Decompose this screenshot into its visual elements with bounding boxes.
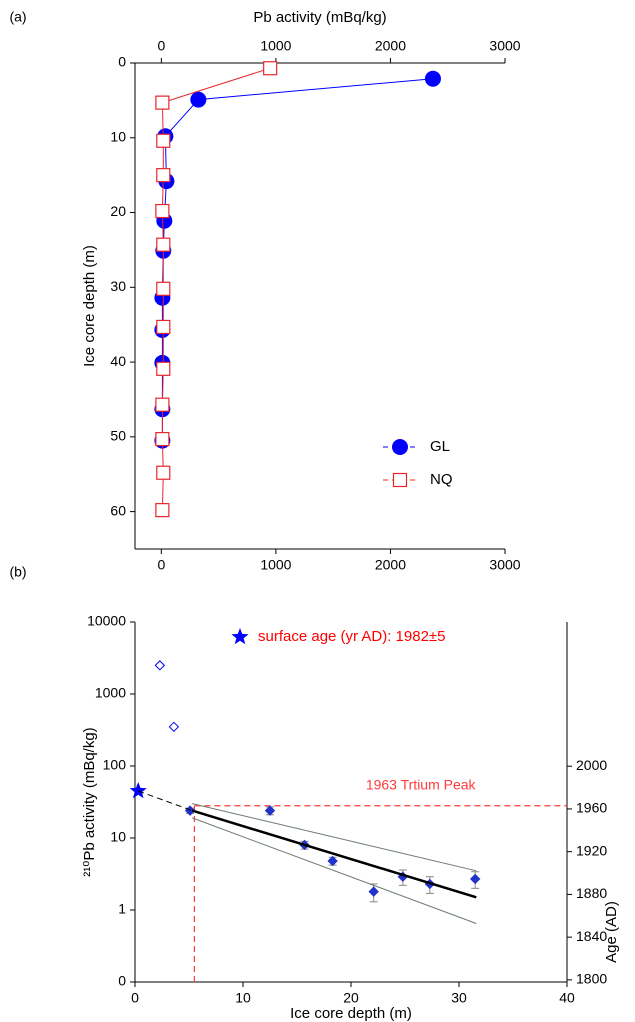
marker — [156, 465, 171, 480]
x-axis-title: Ice core depth (m) — [290, 1005, 412, 1022]
marker — [424, 70, 441, 87]
y-tick-label: 20 — [110, 203, 126, 219]
marker — [392, 472, 408, 488]
legend-label: surface age (yr AD): 1982±5 — [258, 628, 446, 645]
marker — [155, 431, 170, 447]
x-tick-label: 3000 — [489, 557, 520, 573]
marker — [155, 397, 170, 412]
x-tick-label: 40 — [559, 990, 575, 1006]
marker — [156, 281, 171, 296]
legend-label: GL — [430, 438, 450, 455]
marker — [129, 782, 147, 799]
x-tick-label-top: 0 — [157, 38, 165, 54]
y-tick-label: 100 — [103, 757, 127, 773]
series-line — [192, 803, 477, 872]
marker — [469, 873, 481, 885]
marker — [263, 61, 278, 76]
y-tick-label: 30 — [110, 278, 126, 294]
marker — [155, 203, 170, 219]
marker — [154, 660, 166, 671]
marker — [231, 628, 249, 645]
y-tick-label: 0 — [118, 973, 126, 989]
y2-tick-label: 1800 — [576, 971, 607, 987]
y2-tick-label: 1840 — [576, 928, 607, 944]
x-tick-label: 10 — [235, 990, 251, 1006]
marker — [156, 319, 171, 335]
marker — [155, 95, 170, 110]
y-tick-label: 10 — [110, 829, 126, 845]
x-tick-label: 1000 — [260, 557, 291, 573]
x-tick-label: 30 — [451, 990, 467, 1006]
y-tick-label: 40 — [110, 353, 126, 369]
marker — [155, 503, 170, 518]
panel-label: (b) — [9, 564, 26, 580]
y-tick-label: 1000 — [95, 685, 126, 701]
x-tick-label: 2000 — [375, 557, 406, 573]
y2-tick-label: 1880 — [576, 885, 607, 901]
y-axis-title: ²¹⁰Pb activity (mBq/kg) — [81, 727, 98, 876]
legend-label: NQ — [430, 471, 453, 488]
marker — [156, 237, 171, 252]
marker — [156, 168, 171, 183]
x-tick-label-top: 1000 — [260, 38, 291, 54]
y2-tick-label: 1960 — [576, 800, 607, 816]
x-tick-label: 20 — [343, 990, 359, 1006]
marker — [327, 855, 338, 867]
y-axis-title: Ice core depth (m) — [81, 245, 98, 367]
series-line — [192, 817, 477, 924]
marker — [190, 91, 207, 108]
x-tick-label: 0 — [131, 990, 139, 1006]
y-tick-label: 60 — [110, 502, 126, 518]
marker — [264, 805, 276, 816]
marker — [156, 133, 171, 148]
y-tick-label: 1 — [118, 901, 126, 917]
panel-label: (a) — [9, 9, 26, 25]
marker — [392, 439, 408, 455]
y-tick-label: 50 — [110, 428, 126, 444]
series-line — [161, 78, 433, 441]
series-line — [161, 67, 271, 511]
y-tick-label: 0 — [118, 54, 126, 70]
y2-tick-label: 1920 — [576, 842, 607, 858]
marker — [156, 361, 171, 376]
series-line — [138, 790, 193, 812]
x-tick-label: 0 — [157, 557, 165, 573]
x-tick-label-top: 3000 — [489, 38, 520, 54]
y2-axis-title: Age (AD) — [603, 901, 620, 963]
marker — [168, 721, 180, 733]
y2-tick-label: 2000 — [576, 757, 607, 773]
x-axis-title: Pb activity (mBq/kg) — [253, 9, 386, 26]
marker — [368, 886, 379, 897]
y-tick-label: 10000 — [87, 613, 126, 629]
y-tick-label: 10 — [110, 128, 126, 144]
series-line — [191, 809, 477, 899]
x-tick-label-top: 2000 — [375, 38, 406, 54]
reference-label: 1963 Trtium Peak — [366, 776, 477, 792]
